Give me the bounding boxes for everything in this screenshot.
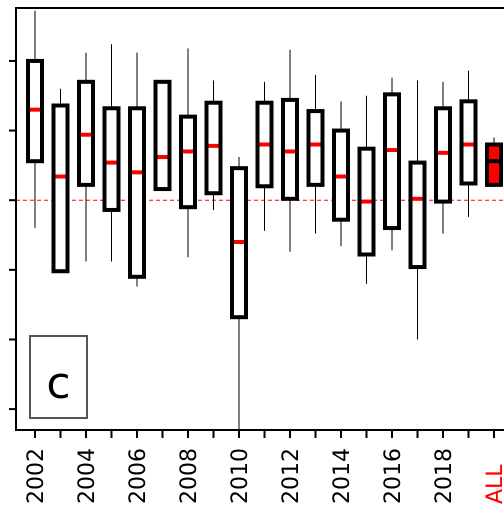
box-2007 xyxy=(156,82,170,189)
x-tick-label: 2002 xyxy=(24,448,49,504)
x-tick-label: 2016 xyxy=(381,448,406,504)
x-tick-label: 2006 xyxy=(126,448,151,504)
box xyxy=(207,103,221,194)
box xyxy=(487,144,501,184)
panel-label: c xyxy=(46,358,70,409)
box-2003 xyxy=(54,89,68,271)
box xyxy=(462,101,476,183)
box xyxy=(156,82,170,189)
x-tick-label: 2012 xyxy=(279,448,304,504)
box-ALL xyxy=(487,138,501,185)
x-tick-label: 2004 xyxy=(75,448,100,504)
panel-label-box: c xyxy=(30,336,87,418)
box xyxy=(309,111,323,185)
box xyxy=(411,163,425,267)
box xyxy=(385,94,399,228)
box xyxy=(105,108,119,210)
x-tick-label: 2008 xyxy=(177,448,202,504)
box xyxy=(436,108,450,201)
x-tick-label: 2018 xyxy=(432,448,457,504)
x-tick-label: 2010 xyxy=(228,448,253,504)
box xyxy=(54,105,68,271)
x-tick-label: ALL xyxy=(483,464,504,504)
box-2016 xyxy=(385,78,399,251)
box xyxy=(130,108,144,277)
x-tick-label: 2014 xyxy=(330,448,355,504)
box xyxy=(283,100,297,199)
box xyxy=(181,117,195,208)
